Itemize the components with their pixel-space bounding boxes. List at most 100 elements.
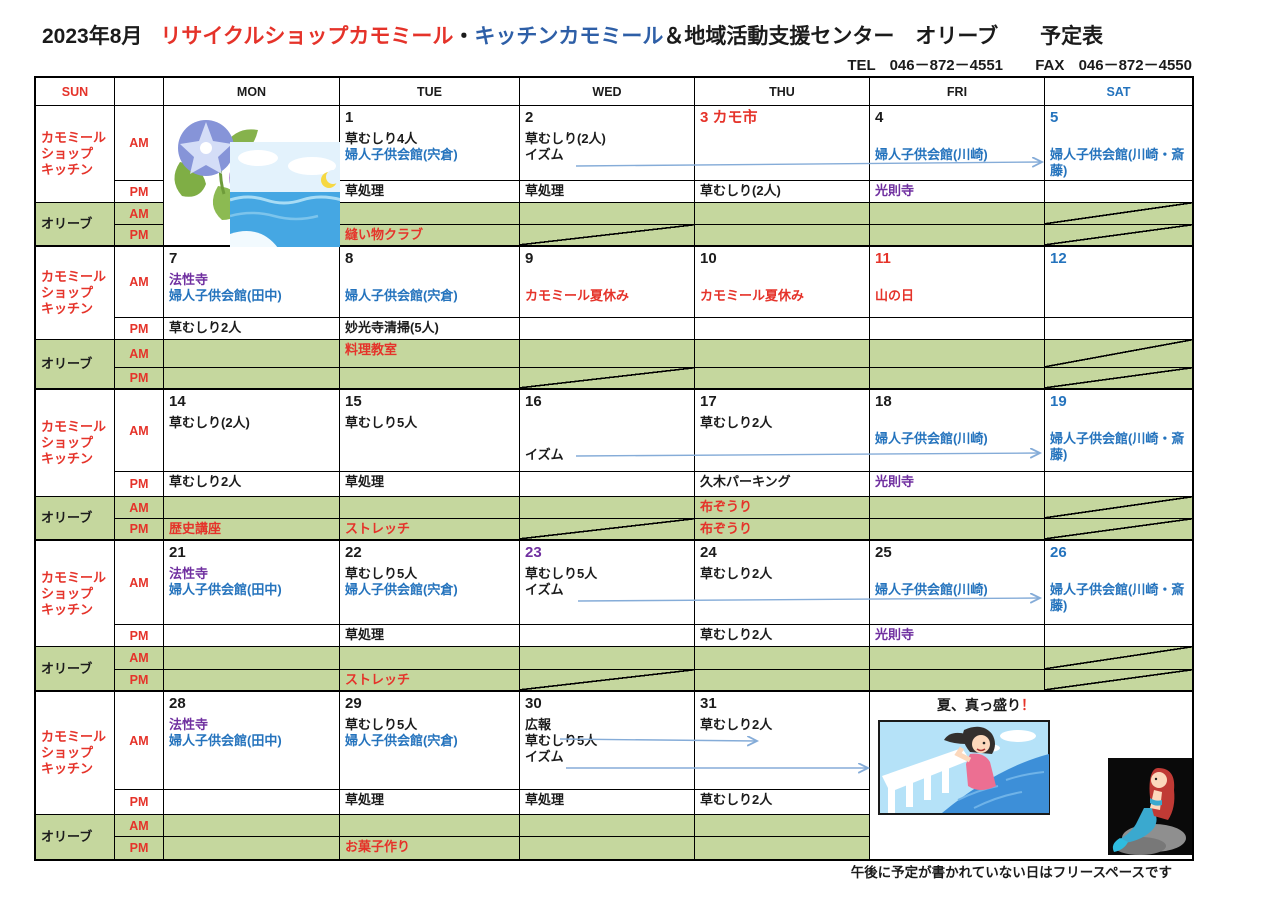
week3-mon-pm: 草むしり2人 <box>164 472 340 497</box>
day-number: 7 <box>169 250 178 267</box>
week4-sat-am: 26 婦人子供会館(川崎・斎藤) <box>1045 541 1192 625</box>
cell-text: 歴史講座 <box>169 521 222 536</box>
week2-fri-am: 11 山の日 <box>870 247 1045 318</box>
title-kitchen-name: キッチンカモミール <box>474 25 664 48</box>
cell-text: 草むしり2人 <box>700 415 773 430</box>
week2-tue-am: 8 婦人子供会館(宍倉) <box>340 247 520 318</box>
row-label-text: カモミール <box>41 569 107 585</box>
tel-number: 046－872－4551 <box>889 57 1004 74</box>
ampm-pm-week4: PM <box>115 625 164 647</box>
ampm-pm-week3: PM <box>115 472 164 497</box>
cell-text: 草むしり5人 <box>525 566 598 581</box>
cell-text: ストレッチ <box>345 521 411 536</box>
week1-thu-olive-am <box>695 203 870 225</box>
cell-text <box>525 431 692 447</box>
row-label-text: ショップ <box>41 585 94 601</box>
week1-sat-olive-pm <box>1045 225 1192 247</box>
cell-text: カモミール夏休み <box>700 288 805 303</box>
cell-text: 婦人子供会館(宍倉) <box>345 147 458 162</box>
tel-label: TEL <box>847 57 876 74</box>
row-label-olive-week1: オリーブ <box>36 203 115 247</box>
cell-text <box>1050 131 1190 147</box>
cell-text: 草むしり5人 <box>345 566 418 581</box>
week2-sat-olive-pm <box>1045 368 1192 390</box>
week3-mon-olive-pm: 歴史講座 <box>164 519 340 541</box>
cell-text <box>1050 566 1190 582</box>
day-number: 25 <box>875 544 892 561</box>
cell-text <box>1050 415 1190 431</box>
week2-thu-am: 10 カモミール夏休み <box>695 247 870 318</box>
cell-text <box>875 566 1042 582</box>
week2-mon-olive-pm <box>164 368 340 390</box>
week2-fri-olive-pm <box>870 368 1045 390</box>
girl-on-ship-illustration <box>878 720 1050 815</box>
cell-text: 草むしり2人 <box>700 717 773 732</box>
week3-fri-olive-pm <box>870 519 1045 541</box>
day-number: 9 <box>525 250 534 267</box>
row-label-text: ショップ <box>41 435 94 450</box>
monday-illustration-cell <box>164 106 342 248</box>
week3-sat-olive-am <box>1045 497 1192 519</box>
cell-text: ストレッチ <box>345 672 411 687</box>
week5-mon-olive-am <box>164 815 340 837</box>
header-wed: WED <box>520 78 695 106</box>
week3-mon-olive-am <box>164 497 340 519</box>
week1-thu-olive-pm <box>695 225 870 247</box>
week1-fri-olive-am <box>870 203 1045 225</box>
day-number: 28 <box>169 695 186 712</box>
week1-wed-olive-am <box>520 203 695 225</box>
row-label-text: キッチン <box>41 451 94 466</box>
row-label-kamomile-week3: カモミール ショップ キッチン <box>36 390 115 497</box>
ampm-olive-am-week4: AM <box>115 647 164 670</box>
day-number: 5 <box>1050 109 1059 126</box>
week1-tue-pm: 草処理 <box>340 181 520 203</box>
week4-tue-olive-pm: ストレッチ <box>340 670 520 692</box>
cell-text: 婦人子供会館(川崎) <box>875 582 988 597</box>
cell-text: 婦人子供会館(川崎・斎藤) <box>1050 582 1185 613</box>
week3-mon-am: 14 草むしり(2人) <box>164 390 340 472</box>
row-label-text: カモミール <box>41 729 107 744</box>
cell-text: 草むしり2人 <box>700 627 773 642</box>
day-number: 24 <box>700 544 717 561</box>
cell-text: 山の日 <box>875 288 915 303</box>
cell-text <box>525 415 692 431</box>
cell-text: 草むしり5人 <box>345 415 418 430</box>
week3-sat-am: 19 婦人子供会館(川崎・斎藤) <box>1045 390 1192 472</box>
ampm-am-week3: AM <box>115 390 164 472</box>
week4-thu-olive-pm <box>695 670 870 692</box>
cell-text: 婦人子供会館(田中) <box>169 733 282 748</box>
row-label-text: ショップ <box>41 146 94 161</box>
cell-text: 光則寺 <box>875 627 915 642</box>
week4-thu-olive-am <box>695 647 870 670</box>
cell-text: 草処理 <box>345 792 385 807</box>
cell-text: 草むしり(2人) <box>700 183 781 198</box>
row-label-kamomile-week5: カモミール ショップ キッチン <box>36 692 115 815</box>
day-number: 4 <box>875 109 884 126</box>
cell-text: 草処理 <box>525 792 565 807</box>
week5-mon-pm <box>164 790 340 815</box>
cell-text <box>875 415 1042 431</box>
week3-tue-olive-am <box>340 497 520 519</box>
week1-thu-am: 3 カモ市 <box>695 106 870 181</box>
week5-mon-am: 28 法性寺 婦人子供会館(田中) <box>164 692 340 790</box>
ampm-pm-week5: PM <box>115 790 164 815</box>
week3-fri-olive-am <box>870 497 1045 519</box>
week5-thu-olive-am <box>695 815 870 837</box>
week1-thu-pm: 草むしり(2人) <box>695 181 870 203</box>
page-title: 2023年8月 リサイクルショップカモミール・キッチンカモミール＆地域活動支援セン… <box>42 20 1103 50</box>
row-label-text: ショップ <box>41 745 94 760</box>
schedule-table: SUN MON TUE WED THU FRI SAT カモミール ショップ キッチン オリーブ AM… <box>34 76 1194 861</box>
ampm-am-week2: AM <box>115 247 164 318</box>
week3-thu-olive-am: 布ぞうり <box>695 497 870 519</box>
day-number: 26 <box>1050 544 1067 561</box>
cell-text: 草むしり2人 <box>700 792 773 807</box>
header-tue: TUE <box>340 78 520 106</box>
day-number: 23 <box>525 544 542 561</box>
row-label-text: ショップ <box>41 285 94 300</box>
row-label-kamomile-week2: カモミール ショップ キッチン <box>36 247 115 340</box>
day-number: 11 <box>875 250 891 267</box>
row-label-olive-week5: オリーブ <box>36 815 115 859</box>
week2-tue-olive-am: 料理教室 <box>340 340 520 368</box>
cell-text: 婦人子供会館(田中) <box>169 288 282 303</box>
